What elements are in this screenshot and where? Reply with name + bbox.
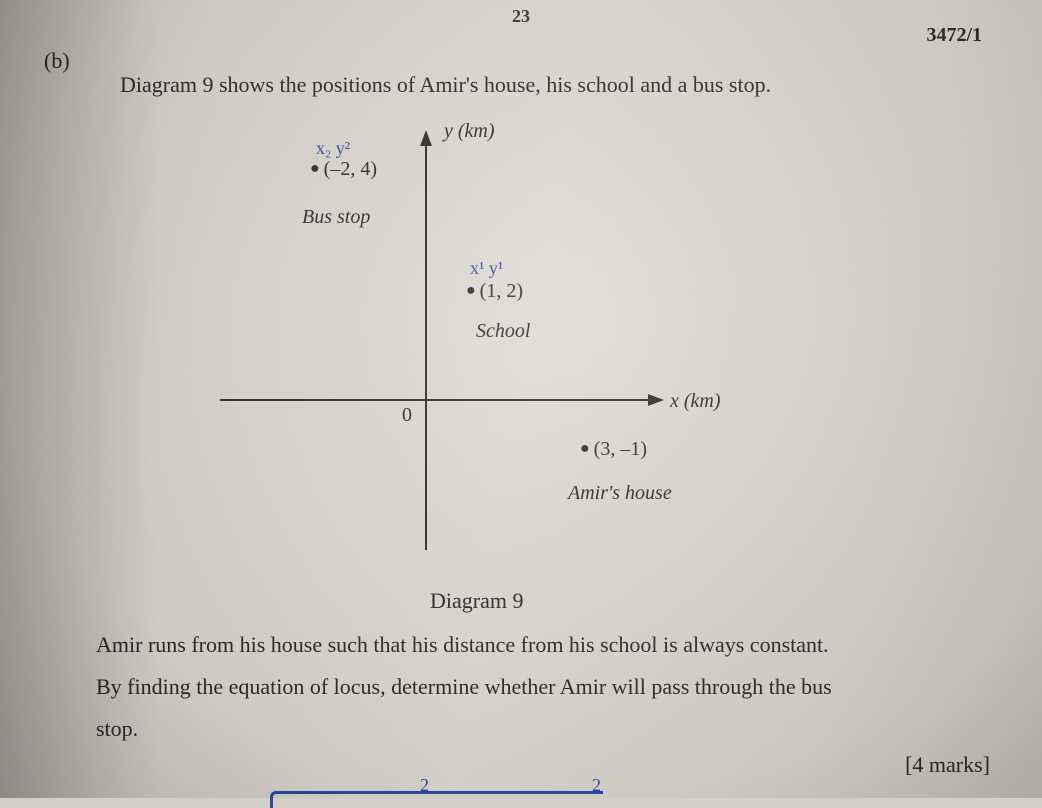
school-coord: (1, 2)	[480, 280, 523, 302]
hand-underline	[270, 791, 603, 808]
body-line-2: By finding the equation of locus, determ…	[96, 666, 992, 708]
y-axis-label: y (km)	[444, 120, 495, 143]
part-label: (b)	[44, 48, 70, 74]
bus-stop-label: Bus stop	[302, 206, 370, 229]
x-axis-label: x (km)	[670, 390, 721, 413]
page-number: 23	[512, 6, 530, 27]
hand-digit-2: 2	[592, 775, 601, 796]
coordinate-diagram: y (km) x (km) 0 x₂ y² ●(–2, 4) Bus stop …	[210, 120, 730, 570]
bus-stop-annotation: x₂ y²	[316, 138, 350, 159]
hand-digit-1: 2	[420, 775, 429, 796]
body-line-1: Amir runs from his house such that his d…	[96, 624, 992, 666]
school-point: ●(1, 2)	[466, 280, 523, 303]
diagram-caption: Diagram 9	[430, 588, 523, 614]
intro-text: Diagram 9 shows the positions of Amir's …	[120, 72, 771, 98]
dot-icon: ●	[466, 282, 476, 299]
body-line-3: stop.	[96, 708, 992, 750]
origin-label: 0	[402, 404, 412, 427]
exam-code: 3472/1	[926, 24, 982, 47]
school-label: School	[476, 320, 530, 343]
house-coord: (3, –1)	[594, 438, 647, 460]
school-annotation: x¹ y¹	[470, 258, 503, 279]
house-point: ●(3, –1)	[580, 438, 647, 461]
marks-label: [4 marks]	[905, 752, 990, 778]
bus-stop-point: ●(–2, 4)	[310, 158, 377, 181]
dot-icon: ●	[580, 440, 590, 457]
exam-page: 23 3472/1 (b) Diagram 9 shows the positi…	[0, 0, 1042, 798]
house-label: Amir's house	[568, 482, 672, 505]
bus-stop-coord: (–2, 4)	[324, 158, 377, 180]
dot-icon: ●	[310, 160, 320, 177]
